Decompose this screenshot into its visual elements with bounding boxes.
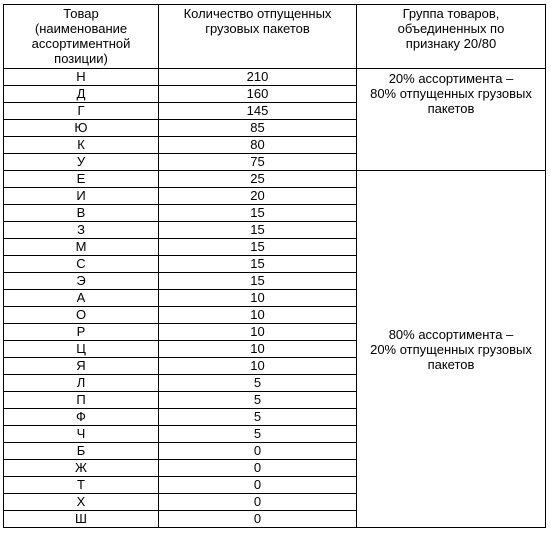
header-group: Группа товаров, объединенных по признаку… xyxy=(356,4,546,69)
item-cell: Ц xyxy=(3,340,159,358)
item-cell: А xyxy=(3,289,159,307)
item-cell: З xyxy=(3,221,159,239)
item-cell: И xyxy=(3,187,159,205)
item-cell: Г xyxy=(3,102,159,120)
item-cell: У xyxy=(3,153,159,171)
count-cell: 0 xyxy=(158,442,357,460)
item-cell: Х xyxy=(3,493,159,511)
item-cell: Р xyxy=(3,323,159,341)
item-cell: Ч xyxy=(3,425,159,443)
count-cell: 20 xyxy=(158,187,357,205)
table-row: Е 25 80% ассортимента – 20% отпущенных гру… xyxy=(3,170,546,528)
count-cell: 10 xyxy=(158,306,357,324)
count-cell: 5 xyxy=(158,374,357,392)
count-cell: 0 xyxy=(158,493,357,511)
group-cell: 20% ассортимента – 80% отпущенных грузов… xyxy=(356,68,546,171)
header-count: Количество отпущенных грузовых пакетов xyxy=(158,4,357,69)
table-header: Товар (наименование ассортиментной позиц… xyxy=(3,4,546,69)
count-cell: 15 xyxy=(158,255,357,273)
count-cell: 10 xyxy=(158,289,357,307)
abc-analysis-table: Товар (наименование ассортиментной позиц… xyxy=(3,4,546,528)
item-cell: Ш xyxy=(3,510,159,528)
count-cell: 5 xyxy=(158,408,357,426)
item-cell: Е xyxy=(3,170,159,188)
count-cell: 80 xyxy=(158,136,357,154)
table-body: Н 210 20% ассортимента – 80% отпущенных гр… xyxy=(3,68,546,528)
count-cell: 15 xyxy=(158,238,357,256)
count-cell: 75 xyxy=(158,153,357,171)
table-row: У 75 xyxy=(3,153,546,171)
header-row: Товар (наименование ассортиментной позиц… xyxy=(3,4,546,69)
table-row: И 20 xyxy=(3,187,546,205)
item-cell: Я xyxy=(3,357,159,375)
count-cell: 10 xyxy=(158,340,357,358)
count-cell: 15 xyxy=(158,204,357,222)
count-cell: 15 xyxy=(158,272,357,290)
item-cell: Э xyxy=(3,272,159,290)
header-item: Товар (наименование ассортиментной позиц… xyxy=(3,4,159,69)
item-cell: Т xyxy=(3,476,159,494)
item-cell: Д xyxy=(3,85,159,103)
table-row: Я 10 xyxy=(3,357,546,375)
item-cell: П xyxy=(3,391,159,409)
count-cell: 10 xyxy=(158,357,357,375)
count-cell: 25 xyxy=(158,170,357,188)
group-cell: 80% ассортимента – 20% отпущенных грузов… xyxy=(356,170,546,528)
count-cell: 5 xyxy=(158,425,357,443)
count-cell: 85 xyxy=(158,119,357,137)
item-cell: С xyxy=(3,255,159,273)
item-cell: К xyxy=(3,136,159,154)
item-cell: Ю xyxy=(3,119,159,137)
count-cell: 5 xyxy=(158,391,357,409)
item-cell: О xyxy=(3,306,159,324)
item-cell: Л xyxy=(3,374,159,392)
item-cell: Б xyxy=(3,442,159,460)
count-cell: 0 xyxy=(158,476,357,494)
count-cell: 0 xyxy=(158,510,357,528)
item-cell: Ф xyxy=(3,408,159,426)
item-cell: Ж xyxy=(3,459,159,477)
count-cell: 210 xyxy=(158,68,357,86)
table-row: Ц 10 xyxy=(3,340,546,358)
table-row: Н 210 20% ассортимента – 80% отпущенных гр… xyxy=(3,68,546,171)
count-cell: 160 xyxy=(158,85,357,103)
count-cell: 0 xyxy=(158,459,357,477)
table-row: С 15 xyxy=(3,255,546,273)
count-cell: 145 xyxy=(158,102,357,120)
item-cell: В xyxy=(3,204,159,222)
count-cell: 10 xyxy=(158,323,357,341)
item-cell: Н xyxy=(3,68,159,86)
table-row: М 15 xyxy=(3,238,546,256)
table-row: З 15 xyxy=(3,221,546,239)
item-cell: М xyxy=(3,238,159,256)
table-row: Г 145 xyxy=(3,102,546,120)
document-page: Товар (наименование ассортиментной позиц… xyxy=(3,4,546,528)
table-row: Э 15 xyxy=(3,272,546,290)
count-cell: 15 xyxy=(158,221,357,239)
